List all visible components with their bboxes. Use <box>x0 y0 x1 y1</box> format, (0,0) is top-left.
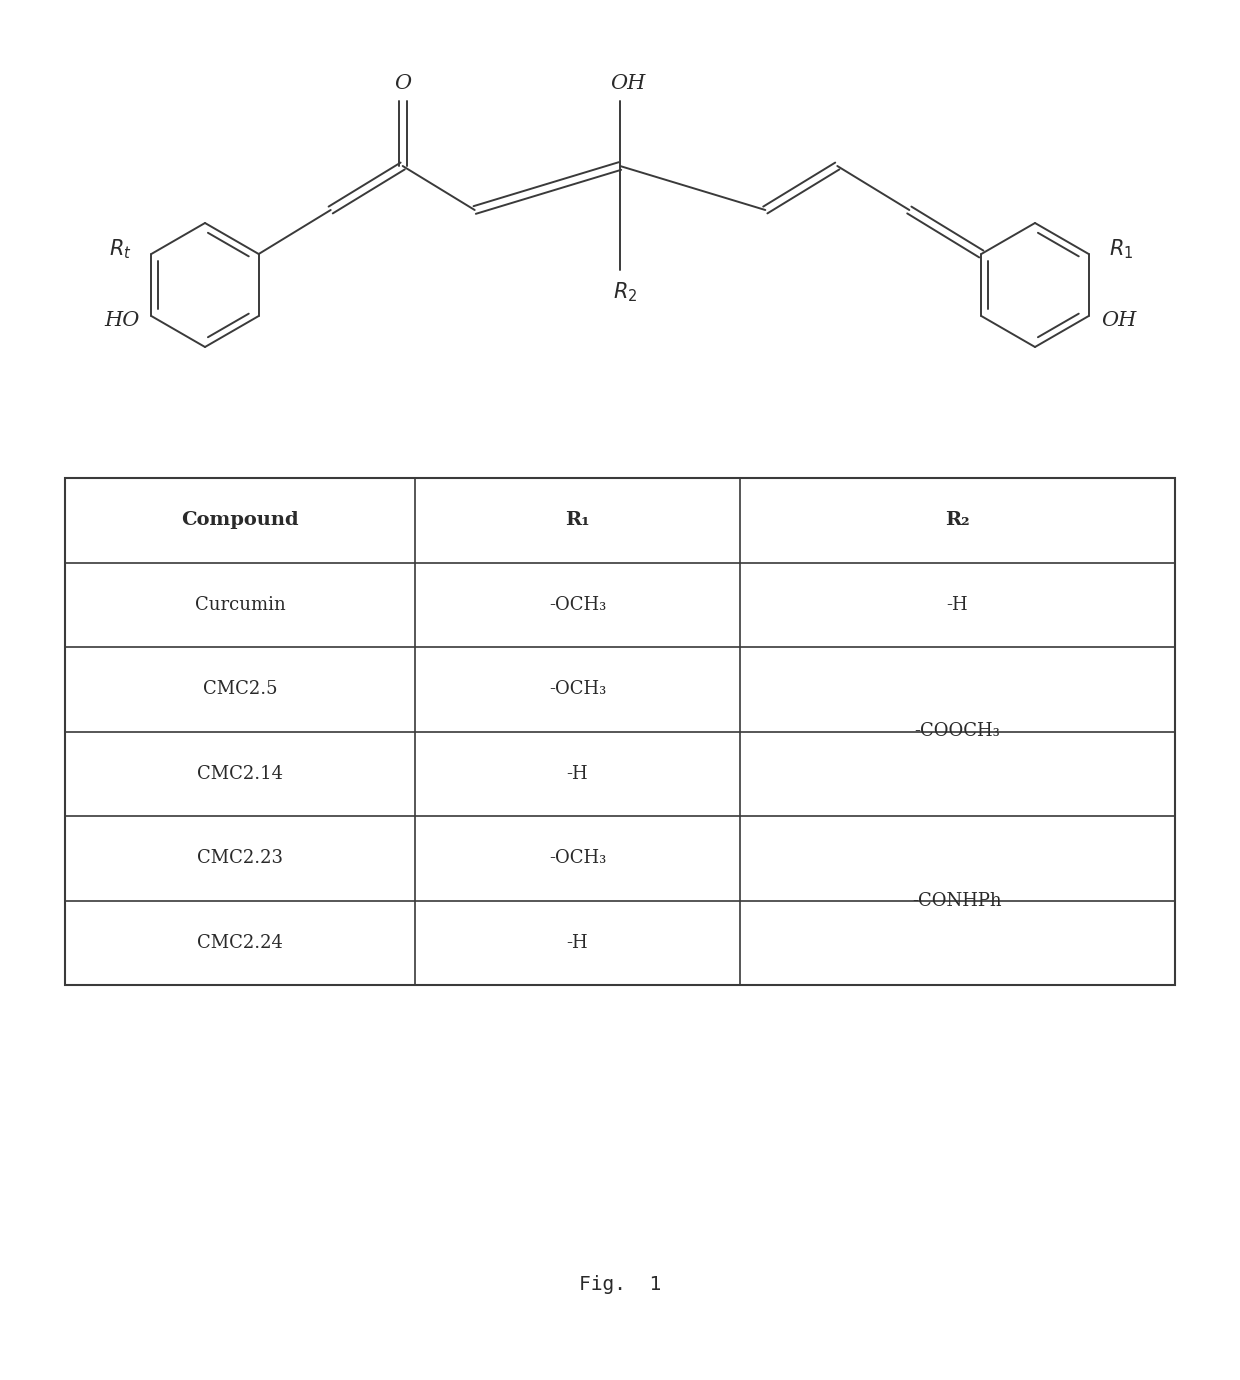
Text: R₂: R₂ <box>945 511 970 530</box>
Text: OH: OH <box>1101 312 1136 330</box>
Text: R₁: R₁ <box>565 511 590 530</box>
Text: O: O <box>394 75 412 92</box>
Text: $R_t$: $R_t$ <box>109 237 131 261</box>
Text: CMC2.14: CMC2.14 <box>197 765 283 782</box>
Text: $R_2$: $R_2$ <box>613 280 637 304</box>
Text: HO: HO <box>104 312 139 330</box>
Text: Curcumin: Curcumin <box>195 596 285 614</box>
Text: -H: -H <box>567 934 588 952</box>
Text: $R_1$: $R_1$ <box>1109 237 1133 261</box>
Text: CMC2.24: CMC2.24 <box>197 934 283 952</box>
Text: CMC2.23: CMC2.23 <box>197 849 283 867</box>
Text: -OCH₃: -OCH₃ <box>549 849 606 867</box>
Text: -CONHPh: -CONHPh <box>913 891 1002 909</box>
Text: Compound: Compound <box>181 511 299 530</box>
Text: CMC2.5: CMC2.5 <box>203 680 278 698</box>
Text: -H: -H <box>946 596 968 614</box>
Bar <box>64 477 1176 985</box>
Text: Fig.  1: Fig. 1 <box>579 1275 661 1294</box>
Text: OH: OH <box>610 75 646 92</box>
Text: -OCH₃: -OCH₃ <box>549 596 606 614</box>
Text: -OCH₃: -OCH₃ <box>549 680 606 698</box>
Text: -COOCH₃: -COOCH₃ <box>915 723 1001 741</box>
Text: -H: -H <box>567 765 588 782</box>
